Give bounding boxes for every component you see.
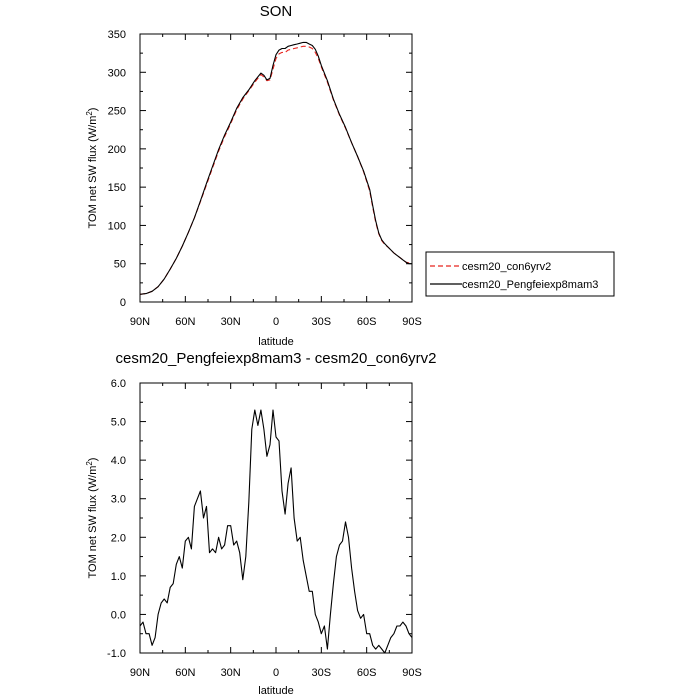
bottom-x-tick-label: 30N [221,667,241,679]
top-y-tick-label: 200 [108,144,126,156]
bottom-x-tick-label: 0 [273,667,279,679]
top-y-label-superscript: 2 [85,111,94,116]
top-axis-ticks [139,33,413,303]
bottom-y-label-superscript: 2 [85,461,94,466]
bottom-series-line-difference [139,409,413,654]
top-x-tick-label: 60N [175,316,195,328]
bottom-series-group [139,409,413,654]
top-x-tick-label: 30N [221,316,241,328]
top-x-tick-label: 0 [273,316,279,328]
legend-label-con6yrv2: cesm20_con6yrv2 [462,261,551,273]
bottom-y-tick-label: 1.0 [111,571,126,583]
bottom-plot-frame [139,382,413,654]
bottom-y-label-tail: ) [87,458,99,462]
bottom-x-tick-label: 60S [357,667,377,679]
top-series-group [139,41,413,295]
bottom-y-tick-label: 3.0 [111,494,126,506]
top-y-tick-labels: 0 50 100 150 200 250 300 350 [108,29,126,309]
legend-label-pengfeiexp8mam3: cesm20_Pengfeiexp8mam3 [462,279,598,291]
bottom-y-tick-label: 0.0 [111,609,126,621]
panel-top-son: SON 90N 60N 30N 0 30S 60S 90S 0 50 100 150 200 250 3… [85,3,422,348]
bottom-axis-ticks [139,382,413,654]
top-series-line-cesm20-pengfeiexp8mam3 [139,41,412,295]
top-y-tick-label: 0 [120,297,126,309]
bottom-x-tick-label: 60N [175,667,195,679]
bottom-y-tick-label: 2.0 [111,532,126,544]
bottom-y-tick-label: -1.0 [107,648,126,660]
top-x-tick-label: 90S [402,316,422,328]
bottom-x-axis-label: latitude [258,685,293,697]
bottom-chart-title: cesm20_Pengfeiexp8mam3 - cesm20_con6yrv2 [116,350,437,367]
top-plot-frame [139,33,413,303]
bottom-y-tick-label: 4.0 [111,455,126,467]
bottom-y-tick-labels: -1.0 0.0 1.0 2.0 3.0 4.0 5.0 6.0 [107,378,126,660]
top-y-tick-label: 50 [114,259,126,271]
bottom-x-tick-label: 90S [402,667,422,679]
top-x-tick-labels: 90N 60N 30N 0 30S 60S 90S [130,316,422,328]
bottom-x-tick-label: 90N [130,667,150,679]
bottom-x-tick-labels: 90N 60N 30N 0 30S 60S 90S [130,667,422,679]
panel-bottom-difference: cesm20_Pengfeiexp8mam3 - cesm20_con6yrv2… [85,350,437,697]
top-y-axis-label: TOM net SW flux (W/m2) [85,108,99,229]
top-y-tick-label: 350 [108,29,126,41]
top-series-line-cesm20-con6yrv2 [139,45,413,295]
top-x-tick-label: 30S [312,316,332,328]
bottom-y-tick-label: 5.0 [111,417,126,429]
bottom-x-tick-label: 30S [312,667,332,679]
top-y-tick-label: 250 [108,106,126,118]
legend: cesm20_con6yrv2 cesm20_Pengfeiexp8mam3 [425,251,615,297]
top-x-tick-label: 60S [357,316,377,328]
top-y-tick-label: 150 [108,182,126,194]
top-x-axis-label: latitude [258,336,293,348]
bottom-y-tick-label: 6.0 [111,378,126,390]
bottom-y-axis-label: TOM net SW flux (W/m2) [85,458,99,579]
top-y-tick-label: 100 [108,220,126,232]
top-x-tick-label: 90N [130,316,150,328]
top-y-label-tail: ) [87,108,99,112]
top-y-label-main: TOM net SW flux (W/m [87,116,99,229]
top-chart-title: SON [260,3,293,20]
legend-box [425,251,615,297]
bottom-y-label-main: TOM net SW flux (W/m [87,466,99,579]
top-y-tick-label: 300 [108,67,126,79]
